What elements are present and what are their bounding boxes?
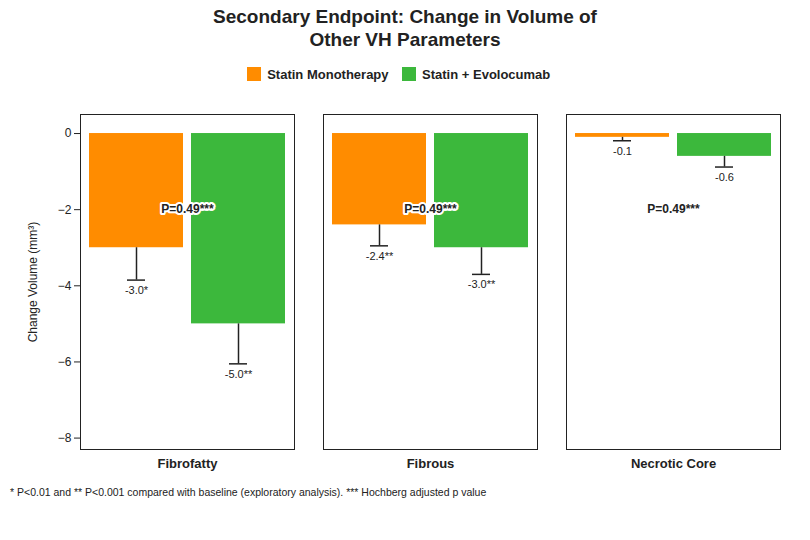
html-text:Secondary Endpoint: Change in: Secondary Endpoint: Change in Volume of … (213, 6, 597, 50)
svg-text:−2: −2 (58, 203, 72, 217)
svg-text:-5.0**: -5.0** (225, 368, 253, 380)
svg-text:-0.6: -0.6 (715, 171, 734, 183)
svg-text:−8: −8 (58, 431, 72, 445)
svg-text:Fibrofatty: Fibrofatty (158, 456, 219, 471)
html-text:* P<0.01 and ** P<0.001 compar: * P<0.01 and ** P<0.001 compared with ba… (10, 486, 487, 499)
svg-text:-2.4**: -2.4** (366, 250, 394, 262)
svg-text:−4: −4 (58, 279, 72, 293)
svg-text:0: 0 (65, 126, 72, 140)
svg-text:P=0.49***: P=0.49*** (647, 202, 700, 216)
svg-text:P=0.49***: P=0.49*** (161, 202, 214, 216)
svg-text:-0.1: -0.1 (613, 145, 632, 157)
svg-text:-3.0**: -3.0** (468, 278, 496, 290)
svg-text:−6: −6 (58, 355, 72, 369)
svg-text:Change Volume (mm³): Change Volume (mm³) (26, 222, 40, 343)
svg-text:-3.0*: -3.0* (125, 284, 149, 296)
html-text:Statin + Evolocumab: Statin + Evolocumab (422, 66, 551, 82)
svg-text:Necrotic Core: Necrotic Core (631, 456, 716, 471)
svg-text:Fibrous: Fibrous (407, 456, 455, 471)
html-text:Statin Monotherapy: Statin Monotherapy (267, 66, 389, 82)
svg-text:P=0.49***: P=0.49*** (404, 202, 457, 216)
